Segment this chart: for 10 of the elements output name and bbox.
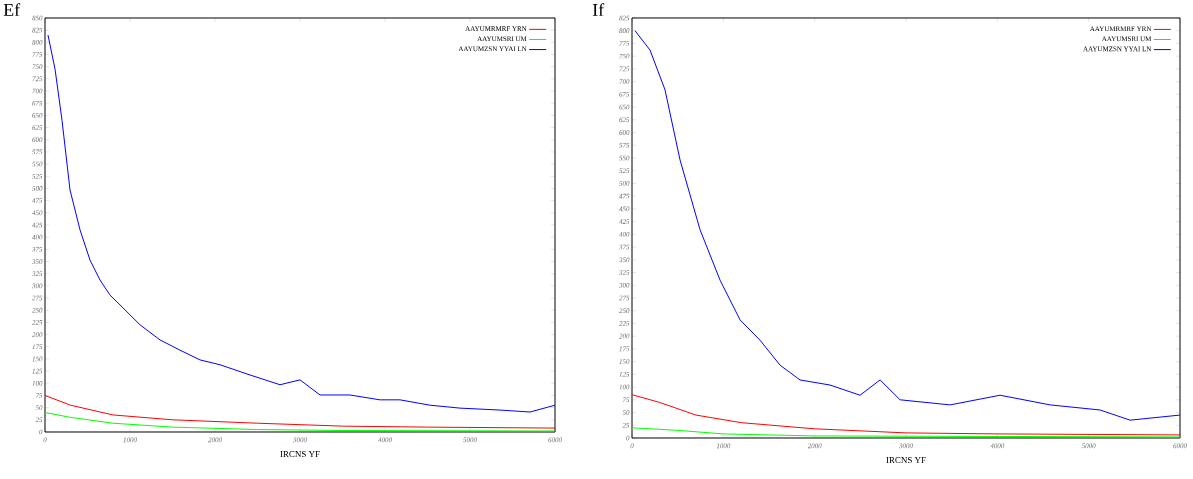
line-series: [632, 394, 1181, 436]
chart-title: Ef: [3, 3, 21, 16]
line-series: [45, 394, 556, 429]
chart-title: If: [592, 3, 605, 16]
line-series: [634, 30, 1181, 421]
line-series: [45, 412, 556, 432]
line-series: [632, 427, 1181, 438]
x-axis-title: IRCNS YF: [280, 451, 320, 458]
line-series: [47, 34, 556, 413]
x-axis-title: IRCNS YF: [886, 457, 926, 464]
